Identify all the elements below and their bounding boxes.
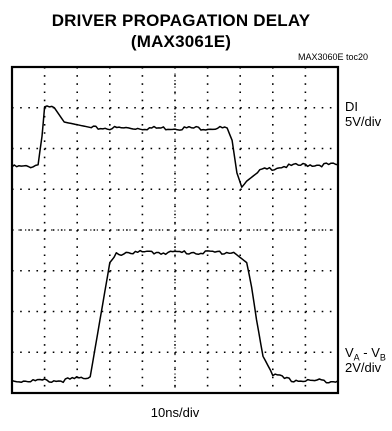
channel1-scale: 5V/div	[345, 114, 382, 129]
chart-title-line1: DRIVER PROPAGATION DELAY	[51, 11, 311, 30]
channel2-label-sub-a: A	[353, 352, 360, 363]
channel2-label-sep: - V	[359, 345, 380, 360]
trace-di	[11, 105, 339, 188]
x-scale-label: 10ns/div	[150, 405, 200, 420]
channel2-label-sub-b: B	[379, 352, 386, 363]
channel2-label-main: V	[345, 345, 354, 360]
trace-va-vb	[11, 249, 339, 384]
figure-id: MAX3060E toc20	[297, 52, 368, 62]
channel2-scale: 2V/div	[345, 360, 382, 375]
plot-frame	[10, 65, 340, 395]
channel1-label: DI	[345, 99, 358, 114]
chart-title-line2: (MAX3061E)	[130, 32, 232, 51]
channel2-label: VA - VB	[345, 346, 386, 365]
